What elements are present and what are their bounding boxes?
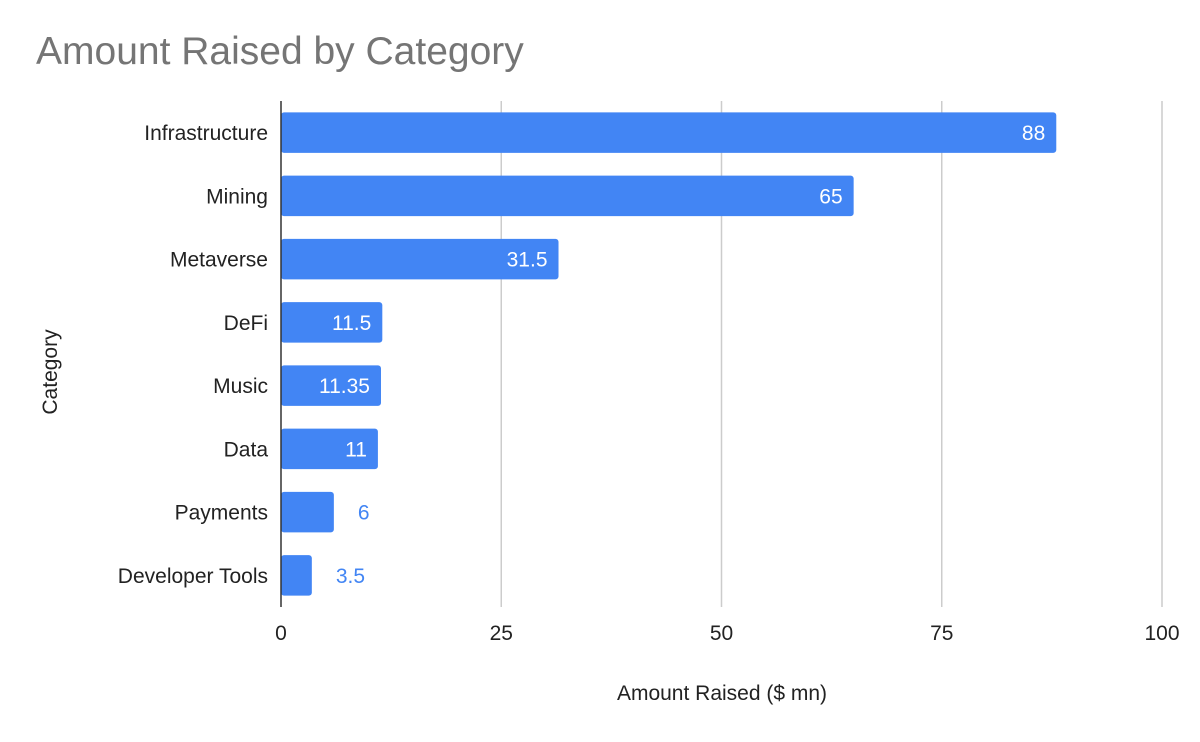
category-label: Data	[224, 438, 269, 461]
category-label: Infrastructure	[144, 122, 268, 145]
data-label: 88	[1022, 122, 1045, 145]
bar	[281, 491, 334, 533]
bars	[281, 112, 1057, 596]
data-label: 65	[819, 185, 842, 208]
category-label: Payments	[175, 502, 268, 525]
data-label: 11.35	[319, 375, 370, 398]
data-label: 6	[358, 502, 370, 525]
category-label: Metaverse	[170, 249, 268, 272]
data-label: 3.5	[336, 565, 365, 588]
chart-title: Amount Raised by Category	[36, 30, 524, 73]
x-axis-title: Amount Raised ($ mn)	[617, 682, 827, 705]
bar	[281, 302, 383, 343]
category-label: Music	[213, 375, 268, 398]
x-tick-label: 100	[1144, 622, 1179, 645]
labels: 0 25 50 75 100 Infrastructure 88 Mining 65 Metave…	[118, 122, 1180, 645]
x-tick-label: 75	[930, 622, 953, 645]
data-label: 11	[345, 438, 367, 461]
bar	[281, 112, 1057, 153]
bar	[281, 175, 854, 217]
category-label: Developer Tools	[118, 565, 268, 588]
bar	[281, 238, 559, 280]
y-axis-title: Category	[39, 329, 62, 415]
data-label: 31.5	[507, 249, 548, 272]
x-tick-label: 50	[710, 622, 733, 645]
category-label: Mining	[206, 185, 268, 208]
category-label: DeFi	[224, 312, 268, 335]
x-tick-label: 25	[490, 622, 513, 645]
x-tick-label: 0	[275, 622, 287, 645]
bar	[281, 555, 312, 596]
bar	[281, 365, 381, 406]
bar	[281, 428, 378, 470]
data-label: 11.5	[332, 312, 371, 335]
